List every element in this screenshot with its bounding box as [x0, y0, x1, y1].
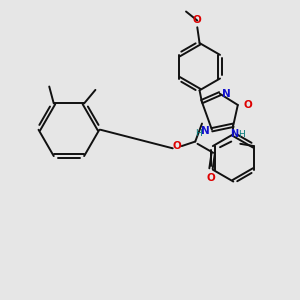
- Text: N: N: [222, 89, 231, 99]
- Text: H: H: [238, 130, 245, 139]
- Text: O: O: [243, 100, 252, 110]
- Text: O: O: [173, 141, 182, 151]
- Text: N: N: [201, 126, 210, 136]
- Text: O: O: [193, 15, 202, 25]
- Text: H: H: [195, 129, 202, 138]
- Text: N: N: [231, 129, 239, 139]
- Text: O: O: [207, 173, 215, 183]
